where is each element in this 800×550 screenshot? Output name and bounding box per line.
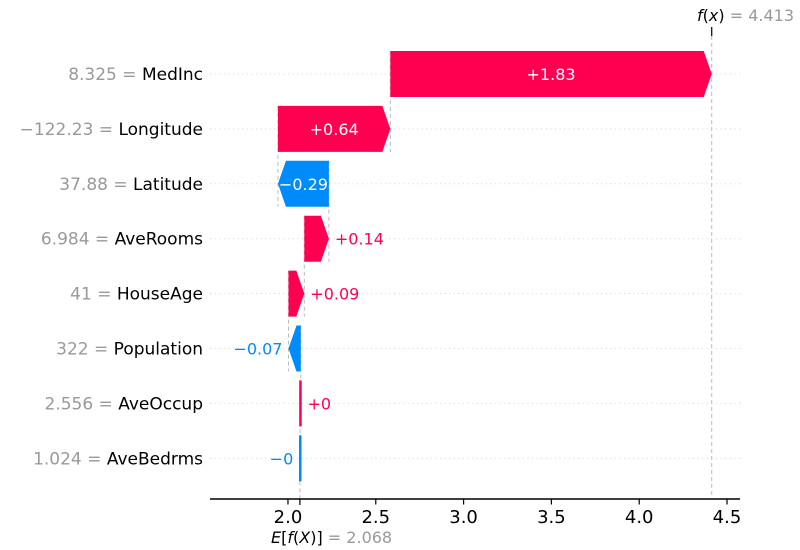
math-symbol: x <box>708 6 719 25</box>
text-run: ( <box>293 528 299 547</box>
bar-latitude <box>277 160 329 207</box>
x-axis-tick-label: 4.0 <box>625 507 654 528</box>
x-axis-tick-label: 2.0 <box>274 507 303 528</box>
x-axis-tick-label: 2.5 <box>361 507 390 528</box>
feature-value: 322 = <box>56 340 114 360</box>
bar-longitude <box>277 105 391 152</box>
x-axis-tick-label: 4.5 <box>713 507 742 528</box>
text-run: ) <box>310 528 316 547</box>
feature-name: Latitude <box>133 175 203 195</box>
feature-value: 2.556 = <box>44 394 118 414</box>
bar-value-label: −0.07 <box>233 340 282 359</box>
feature-name: Population <box>114 340 203 360</box>
bar-population <box>288 325 301 372</box>
feature-name: AveRooms <box>115 230 204 250</box>
x-axis-tick-label: 3.5 <box>537 507 566 528</box>
feature-value: 1.024 = <box>33 449 107 469</box>
expected-value-annotation: E[f(X)] = 2.068 <box>271 528 392 547</box>
expected-value: = 2.068 <box>323 528 392 547</box>
feature-value: 37.88 = <box>59 175 133 195</box>
feature-name: HouseAge <box>117 285 203 305</box>
math-symbol: X <box>298 528 311 547</box>
bar-medinc <box>390 51 712 97</box>
bar-aveoccup <box>299 380 302 427</box>
bar-value-label: −0 <box>270 449 294 468</box>
text-run: ] <box>316 528 322 547</box>
bar-value-label: +0.14 <box>335 230 384 249</box>
math-symbol: E <box>271 528 282 547</box>
fx-annotation: f(x) = 4.413 <box>697 6 794 25</box>
math-symbol: f <box>697 6 705 25</box>
bar-value-label: +0 <box>307 394 331 413</box>
feature-value: −122.23 = <box>20 120 119 140</box>
text-run: [ <box>281 528 287 547</box>
bar-houseage <box>288 270 305 317</box>
fx-value: = 4.413 <box>725 6 794 25</box>
bar-value-label: +0.64 <box>310 120 359 139</box>
feature-value: 6.984 = <box>41 230 115 250</box>
row-label-avebedrms: 1.024 = AveBedrms <box>33 449 203 469</box>
bar-avebedrms <box>299 435 302 482</box>
row-label-medinc: 8.325 = MedInc <box>68 65 203 85</box>
row-label-population: 322 = Population <box>56 340 203 360</box>
feature-name: AveBedrms <box>107 449 203 469</box>
bar-value-label: +0.09 <box>310 285 359 304</box>
bar-value-label: +1.83 <box>527 65 576 84</box>
feature-name: AveOccup <box>118 394 203 414</box>
text-run: ) <box>718 6 724 25</box>
row-label-averooms: 6.984 = AveRooms <box>41 230 203 250</box>
row-label-houseage: 41 = HouseAge <box>70 285 203 305</box>
row-label-aveoccup: 2.556 = AveOccup <box>44 394 203 414</box>
bar-averooms <box>304 215 329 262</box>
text-run: ( <box>703 6 709 25</box>
row-label-longitude: −122.23 = Longitude <box>20 120 203 140</box>
feature-value: 41 = <box>70 285 117 305</box>
feature-value: 8.325 = <box>68 65 142 85</box>
feature-name: MedInc <box>142 65 203 85</box>
row-label-latitude: 37.88 = Latitude <box>59 175 203 195</box>
feature-name: Longitude <box>118 120 203 140</box>
math-symbol: f <box>287 528 295 547</box>
bar-value-label: −0.29 <box>279 175 328 194</box>
x-axis-tick-label: 3.0 <box>449 507 478 528</box>
